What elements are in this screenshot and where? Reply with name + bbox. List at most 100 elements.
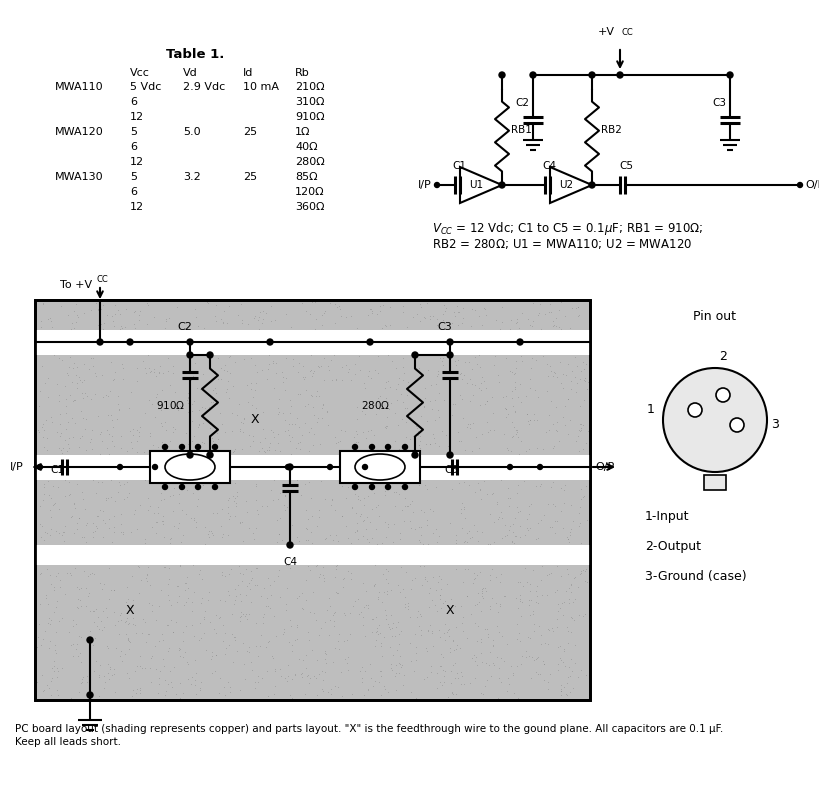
Point [211,351,224,364]
Point [223,367,236,380]
Point [336,336,349,349]
Point [345,501,358,514]
Point [421,538,434,550]
Point [274,468,287,481]
Point [550,423,563,436]
Point [531,517,544,530]
Point [152,671,165,684]
Point [59,423,72,436]
Point [133,659,146,672]
Point [33,426,46,438]
Point [245,460,258,473]
Point [535,588,548,601]
Point [344,573,357,586]
Point [433,583,446,596]
Point [197,459,210,472]
Point [108,584,121,596]
Point [575,341,588,354]
Point [510,424,523,437]
Point [572,500,586,513]
Point [283,407,296,420]
Point [449,562,462,575]
Point [134,342,147,355]
Point [316,674,329,687]
Point [327,614,340,627]
Point [79,452,93,465]
Point [283,462,296,475]
Point [440,578,453,591]
Point [446,448,459,461]
Point [531,650,544,663]
Circle shape [616,72,622,78]
Point [392,638,405,651]
Point [37,424,50,437]
Point [423,343,437,356]
Point [282,559,295,571]
Point [477,539,490,552]
Point [543,567,556,580]
Point [278,504,292,517]
Point [392,336,405,349]
Point [577,374,590,387]
Point [396,374,410,387]
Point [56,551,69,564]
Point [476,582,489,595]
Point [237,425,250,438]
Point [164,434,177,447]
Point [524,330,537,343]
Point [136,544,149,557]
Circle shape [327,464,332,470]
Point [373,389,387,402]
Point [41,372,54,384]
Point [397,669,410,682]
Point [56,441,69,454]
Point [181,438,194,451]
Point [120,470,133,483]
Point [467,573,480,586]
Point [291,551,304,564]
Point [102,521,115,534]
Point [120,615,133,628]
Point [388,556,401,569]
Point [486,659,500,671]
Point [38,526,52,538]
Point [271,570,284,583]
Point [88,461,102,474]
Point [122,592,135,605]
Point [578,331,591,344]
Point [131,559,144,572]
Point [414,521,427,534]
Point [332,642,345,655]
Text: 910Ω: 910Ω [295,112,324,122]
Point [318,665,331,678]
Point [435,355,448,368]
Point [371,591,384,604]
Point [234,610,247,623]
Point [139,636,152,649]
Point [545,497,559,510]
Point [107,584,120,597]
Point [545,621,558,634]
Point [345,501,358,513]
Point [406,506,419,519]
Point [570,310,583,322]
Point [149,614,162,627]
Point [77,373,90,386]
Point [198,341,211,354]
Point [226,545,239,558]
Point [465,302,478,315]
Point [256,617,269,629]
Point [340,657,353,670]
Point [451,353,464,366]
Point [295,453,308,466]
Point [295,428,308,441]
Point [102,592,115,605]
Point [224,463,237,476]
Point [247,532,260,545]
Point [215,313,228,326]
Point [242,347,255,360]
Point [316,397,329,410]
Point [433,630,446,643]
Point [432,588,446,601]
Point [331,587,344,600]
